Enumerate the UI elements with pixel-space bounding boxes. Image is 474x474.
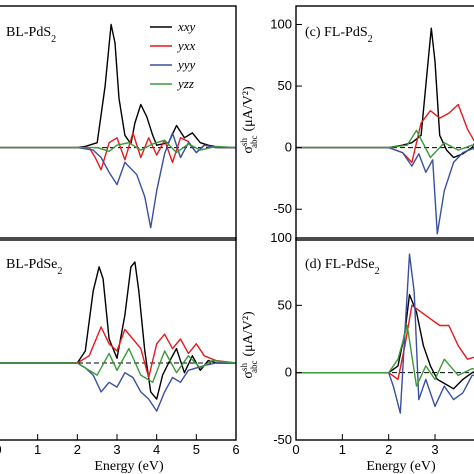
panel-c: 100 50 0 -50 (c) FL-PdS2 — [270, 5, 474, 241]
series-yyy-line — [296, 146, 474, 235]
y-tick-label: 50 — [278, 78, 292, 93]
panel-label-subscript: 2 — [57, 266, 62, 277]
ylabel-sigma: σ — [241, 146, 256, 154]
y-tick-label: 50 — [278, 297, 292, 312]
x-tick-label: 4 — [153, 442, 160, 457]
plot-frame — [0, 5, 237, 241]
panel-label-main: BL-PdS — [6, 25, 51, 40]
series-yzz-line — [296, 324, 474, 387]
legend-label-xxy: xxy — [177, 19, 196, 34]
series-xxy-line — [0, 261, 236, 400]
ylabel-superscript: sh — [239, 363, 249, 372]
series-xxy-line — [296, 293, 474, 390]
series-xxy-line — [0, 23, 236, 149]
series-group — [296, 253, 474, 414]
legend-label-yzz: yzz — [176, 76, 194, 91]
x-tick-label: 3 — [431, 442, 438, 457]
series-xxy-line — [296, 27, 474, 159]
legend: xxy yxx yyy yzz — [150, 19, 196, 91]
legend-label-yyy: yyy — [176, 57, 196, 72]
series-group — [296, 27, 474, 235]
series-yyy-line — [0, 362, 236, 412]
series-group — [0, 23, 236, 229]
plot-frame — [295, 5, 474, 241]
ylabel-subscript: abc — [249, 136, 259, 149]
panel-label-subscript: 2 — [368, 34, 373, 45]
y-tick-label: 0 — [285, 365, 292, 380]
panel-label-main: (d) FL-PdSe — [305, 257, 375, 272]
x-tick-label: 6 — [232, 442, 239, 457]
series-yyy-line — [296, 253, 474, 414]
y-tick-label: 100 — [270, 16, 292, 31]
x-axis-label: Energy (eV) — [94, 459, 164, 474]
series-group — [0, 261, 236, 412]
x-tick-label: 2 — [74, 442, 81, 457]
plot-frame — [295, 237, 474, 441]
panel-label-main: (c) FL-PdS — [305, 25, 368, 40]
x-tick-label: 5 — [193, 442, 200, 457]
series-yxx-line — [0, 132, 236, 171]
y-tick-label: 0 — [285, 140, 292, 155]
y-axis-label-c: σshabc (μA/V²) — [239, 86, 259, 154]
panel-b: 0123456Energy (eV)BL-PdSe2 — [0, 237, 240, 474]
series-yxx-line — [296, 304, 474, 381]
y-tick-label: -50 — [273, 201, 292, 216]
y-tick-label: 100 — [270, 230, 292, 245]
ylabel-subscript: abc — [249, 361, 259, 374]
ylabel-superscript: sh — [239, 138, 249, 147]
x-axis-label: Energy (eV) — [366, 459, 436, 474]
legend-label-yxx: yxx — [176, 38, 196, 53]
panel-a: BL-PdS2 — [0, 5, 237, 241]
ylabel-unit: (μA/V²) — [241, 86, 256, 131]
series-yxx-line — [296, 103, 474, 164]
panel-label-subscript: 2 — [51, 34, 56, 45]
series-yzz-line — [296, 129, 474, 159]
x-tick-label: 3 — [113, 442, 120, 457]
series-yzz-line — [0, 139, 236, 154]
panel-label: (c) FL-PdS2 — [305, 25, 373, 45]
series-yyy-line — [0, 132, 236, 229]
x-tick-label: 1 — [34, 442, 41, 457]
panel-label: (d) FL-PdSe2 — [305, 257, 380, 277]
panel-label: BL-PdS2 — [6, 25, 56, 45]
series-yzz-line — [0, 347, 236, 383]
y-tick-label: -50 — [273, 432, 292, 447]
series-yxx-line — [0, 326, 236, 379]
x-tick-label: 2 — [385, 442, 392, 457]
ylabel-sigma: σ — [241, 371, 256, 379]
panel-label: BL-PdSe2 — [6, 257, 62, 277]
y-axis-label-d: σshabc (μA/V²) — [239, 311, 259, 379]
panel-label-main: BL-PdSe — [6, 257, 57, 272]
x-tick-label: 0 — [0, 442, 2, 457]
panel-label-subscript: 2 — [375, 266, 380, 277]
x-tick-label: 0 — [292, 442, 299, 457]
x-tick-label: 1 — [339, 442, 346, 457]
ylabel-unit: (μA/V²) — [241, 311, 256, 356]
